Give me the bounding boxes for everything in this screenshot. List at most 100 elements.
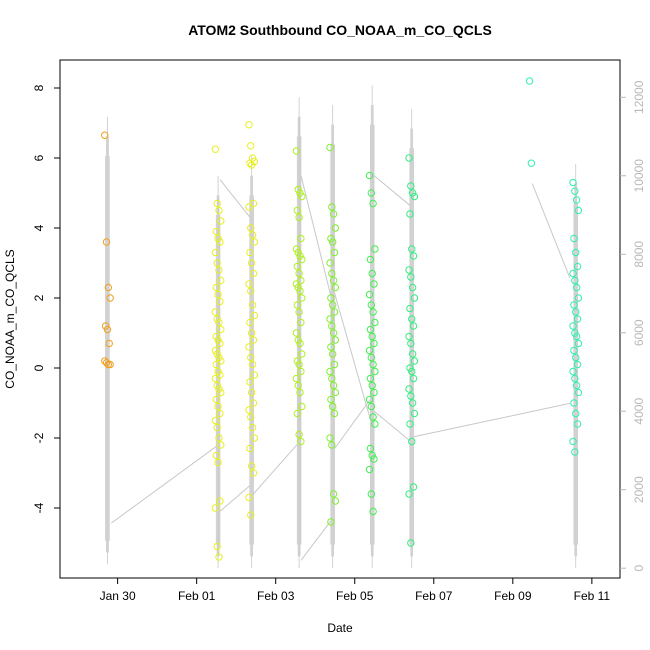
data-point xyxy=(292,374,301,383)
data-point xyxy=(215,318,223,327)
data-point xyxy=(294,185,302,194)
data-point xyxy=(330,409,339,418)
data-point xyxy=(407,182,415,190)
data-point xyxy=(371,420,379,428)
y-tick-label: 0 xyxy=(32,364,46,371)
data-point xyxy=(216,297,224,306)
data-point xyxy=(245,343,253,351)
data-point xyxy=(408,350,417,358)
data-point xyxy=(365,395,374,404)
y-right-tick-label: 6000 xyxy=(632,319,646,346)
data-point xyxy=(293,301,301,309)
data-point xyxy=(298,350,306,358)
data-point xyxy=(214,402,222,411)
x-tick-label: Feb 11 xyxy=(574,589,611,603)
data-point xyxy=(407,392,415,400)
data-point xyxy=(250,238,259,246)
data-point xyxy=(294,336,302,344)
data-point xyxy=(217,276,225,285)
altitude-transit-line xyxy=(413,402,570,438)
data-point xyxy=(407,339,415,348)
data-point xyxy=(295,269,303,278)
data-point xyxy=(408,437,416,446)
data-point xyxy=(212,395,220,404)
data-point xyxy=(215,553,223,561)
data-point xyxy=(572,308,580,316)
data-point xyxy=(214,336,222,344)
data-point xyxy=(371,245,379,253)
data-point xyxy=(329,381,338,390)
data-point xyxy=(405,154,413,162)
altitude-transit-line xyxy=(373,410,411,442)
data-point xyxy=(250,371,259,379)
x-axis-label: Date xyxy=(327,621,353,635)
data-point xyxy=(408,283,417,292)
data-point xyxy=(213,350,221,358)
data-point xyxy=(250,311,259,320)
data-point xyxy=(408,367,416,376)
data-point xyxy=(572,332,581,341)
data-point xyxy=(101,322,110,330)
data-point xyxy=(211,346,220,355)
data-point xyxy=(296,388,304,397)
data-point xyxy=(408,189,417,197)
data-point xyxy=(248,231,257,239)
data-point xyxy=(293,206,301,215)
plot-frame xyxy=(59,59,621,579)
data-point xyxy=(296,339,304,348)
data-point xyxy=(249,336,258,344)
data-point xyxy=(574,294,583,302)
data-point xyxy=(573,420,582,428)
data-point xyxy=(212,451,220,460)
data-point xyxy=(367,189,376,197)
data-point xyxy=(329,329,338,337)
data-point xyxy=(298,192,306,201)
data-point xyxy=(293,262,301,271)
data-point xyxy=(246,444,254,453)
data-point xyxy=(369,360,377,369)
data-point xyxy=(367,353,376,362)
data-point xyxy=(369,308,377,316)
data-point xyxy=(369,199,377,208)
data-point xyxy=(294,283,302,292)
x-tick-label: Feb 09 xyxy=(494,589,532,603)
data-point xyxy=(409,374,418,383)
data-point xyxy=(366,325,375,334)
data-point xyxy=(525,77,534,85)
data-point xyxy=(216,409,224,418)
data-point xyxy=(217,217,225,225)
data-point xyxy=(571,187,579,195)
data-point xyxy=(294,381,302,390)
data-point xyxy=(213,315,221,323)
altitude-transit-line xyxy=(300,520,332,561)
data-point xyxy=(327,395,335,404)
data-point xyxy=(365,171,374,180)
data-point xyxy=(217,357,225,365)
data-point xyxy=(217,388,225,397)
data-point xyxy=(571,374,579,383)
data-point xyxy=(368,451,376,460)
y-tick-label: 8 xyxy=(32,84,46,91)
y-tick-label: 6 xyxy=(32,154,46,161)
data-point xyxy=(571,276,579,285)
data-point xyxy=(245,121,253,129)
data-point xyxy=(245,406,253,414)
data-point xyxy=(294,248,302,257)
data-point xyxy=(248,360,257,369)
data-point xyxy=(572,353,580,362)
data-point xyxy=(574,206,583,215)
data-point xyxy=(328,203,336,211)
data-point xyxy=(327,294,335,302)
data-point xyxy=(328,322,336,330)
x-tick-label: Feb 05 xyxy=(336,589,374,603)
data-point xyxy=(573,262,582,271)
data-point xyxy=(331,224,340,232)
data-point xyxy=(572,196,581,204)
data-point xyxy=(409,483,418,491)
data-point xyxy=(247,161,256,169)
data-point xyxy=(215,385,223,393)
data-point xyxy=(245,493,253,502)
data-point xyxy=(405,490,413,498)
data-point xyxy=(102,238,111,246)
data-point xyxy=(330,248,339,257)
